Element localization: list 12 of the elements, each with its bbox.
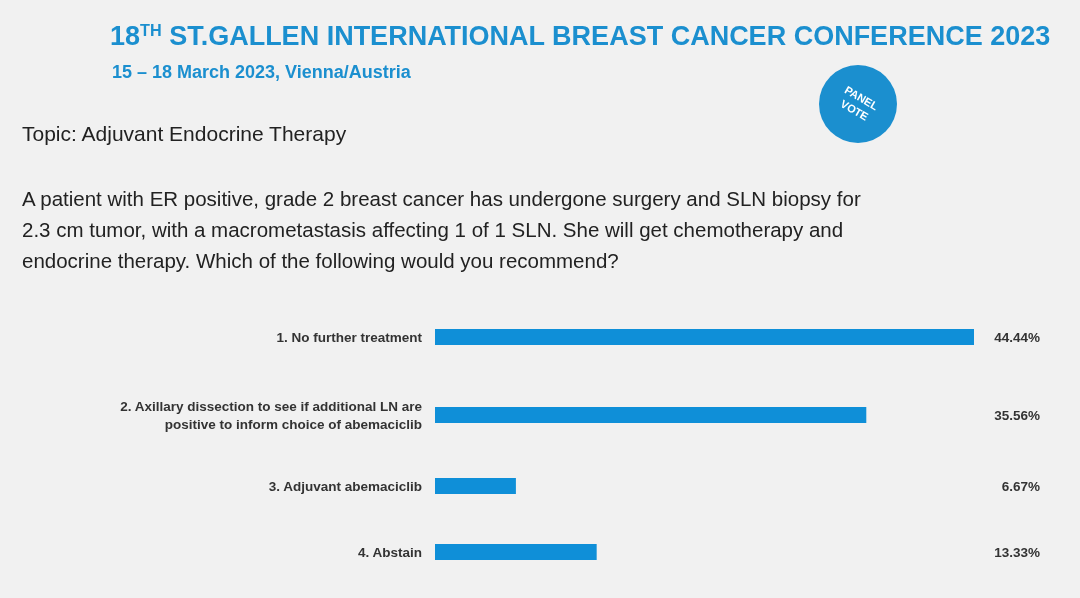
chart-title: 18$^{TH}$ ST.GALLEN INTERNATIONAL BREAST CANCER CONFERENCE 2023 [110,21,1051,51]
data-label: 44.44% [994,330,1040,345]
text: Topic: Adjuvant Endocrine Therapy [22,122,347,145]
data-label: 35.56% [994,408,1040,423]
data-label: 6.67% [1001,479,1040,494]
y-tick-label: 1. No further treatment [276,330,423,345]
data-label: 13.33% [994,545,1040,560]
y-tick-label: 2. Axillary dissection to see if additional LN are positive to inform choice of abemaciclib [120,399,423,432]
text: A patient with ER positive, grade 2 breast cancer has undergone surgery and SLN biopsy for 2.3 cm tumor, with a macrometastasis affecting 1 of 1 SLN. She will get chemotherapy and endocrine therapy. Which of the following would you recommend? [22,187,861,272]
y-tick-label: 4. Abstain [357,545,422,560]
text: 15 – 18 March 2023, Vienna/Austria [112,62,412,82]
y-tick-label: 3. Adjuvant abemaciclib [268,479,422,494]
